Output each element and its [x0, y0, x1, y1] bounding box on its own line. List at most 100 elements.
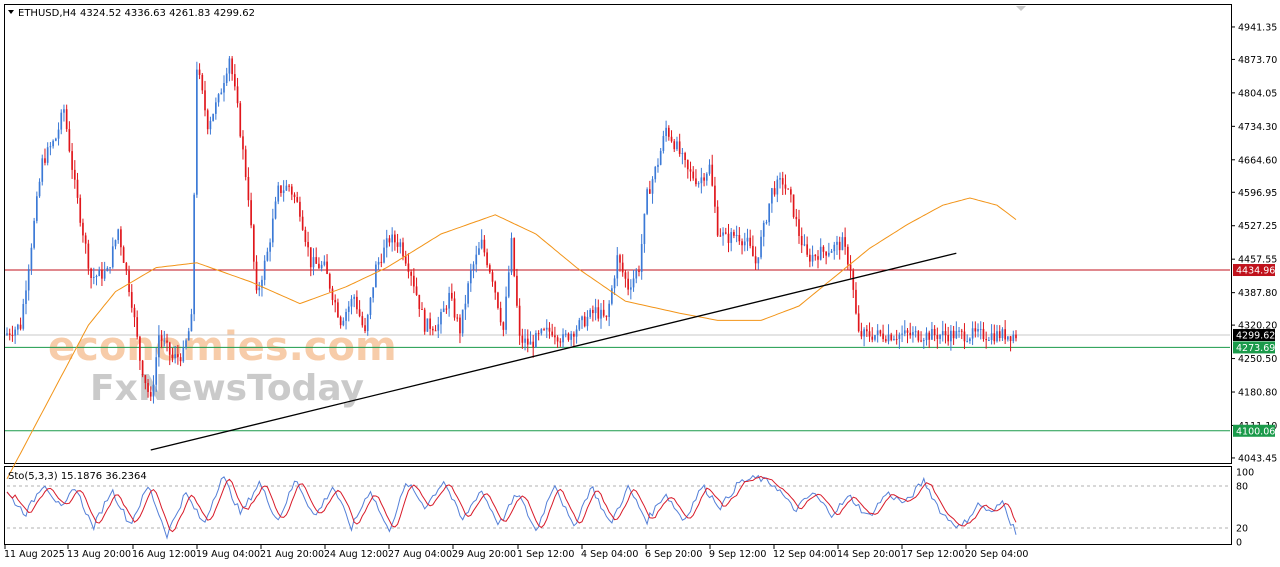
bear-candle [928, 332, 931, 340]
bear-candle [402, 242, 404, 257]
bear-candle [684, 153, 686, 161]
bull-candle [41, 158, 44, 182]
bull-candle [914, 331, 917, 333]
bear-candle [315, 257, 318, 264]
bear-candle [838, 241, 841, 251]
bear-candle [171, 354, 174, 359]
bull-candle [437, 324, 440, 331]
support-lower-tag-label: 4100.06 [1236, 426, 1275, 437]
bear-candle [993, 333, 996, 342]
bull-candle [152, 384, 155, 397]
scroll-marker-icon[interactable] [1016, 6, 1026, 11]
bull-candle [57, 129, 60, 139]
bear-candle [855, 289, 857, 314]
bear-candle [334, 299, 337, 303]
bear-candle [673, 141, 676, 150]
price-tick-label: 4664.60 [1238, 155, 1277, 166]
bear-candle [206, 110, 209, 130]
bear-candle [73, 169, 76, 180]
bull-candle [505, 296, 507, 330]
bull-candle [25, 290, 27, 304]
bear-candle [404, 256, 407, 264]
bear-candle [244, 149, 247, 178]
bear-candle [8, 333, 11, 336]
bull-candle [480, 239, 483, 249]
bear-candle [239, 103, 242, 137]
level-tags: 4434.96 4273.69 4100.06 4299.62 [1233, 264, 1275, 437]
bull-candle [163, 340, 166, 342]
bear-candle [619, 255, 621, 263]
bull-candle [271, 218, 274, 243]
bear-candle [494, 281, 497, 293]
bear-candle [429, 318, 431, 329]
bear-candle [624, 272, 627, 279]
bear-candle [488, 265, 491, 273]
bear-candle [825, 251, 827, 256]
bull-candle [765, 222, 768, 224]
bull-candle [977, 329, 979, 332]
bull-candle [841, 237, 844, 251]
bull-candle [836, 241, 838, 245]
bull-candle [448, 292, 450, 309]
bull-candle [54, 138, 57, 141]
bear-candle [242, 136, 244, 150]
bull-candle [762, 222, 765, 237]
bear-candle [602, 309, 605, 316]
price-tick-label: 4527.25 [1238, 221, 1277, 232]
price-tick-label: 4734.30 [1238, 122, 1277, 133]
bear-candle [301, 216, 304, 230]
bear-candle [670, 136, 673, 142]
bull-candle [578, 320, 581, 330]
bear-candle [304, 229, 307, 242]
bear-candle [413, 275, 415, 287]
bull-candle [282, 190, 285, 194]
bull-candle [190, 314, 193, 332]
bull-candle [988, 340, 990, 342]
bull-candle [893, 338, 895, 341]
bear-candle [567, 333, 570, 340]
support-tag [1233, 341, 1275, 354]
bear-candle [890, 334, 893, 341]
bull-candle [564, 333, 567, 335]
time-tick-label: 9 Sep 12:00 [709, 549, 766, 560]
bear-candle [456, 317, 459, 319]
bull-candle [651, 179, 654, 194]
bear-candle [714, 185, 716, 207]
price-tick-label: 4873.70 [1238, 55, 1277, 66]
bear-candle [453, 298, 456, 318]
bear-candle [952, 330, 955, 339]
bear-candle [754, 256, 757, 264]
bull-candle [369, 297, 372, 315]
bear-candle [141, 360, 144, 376]
time-tick-label: 20 Sep 04:00 [965, 549, 1028, 560]
bear-candle [299, 201, 301, 217]
bear-candle [592, 309, 594, 314]
bull-candle [391, 234, 393, 243]
bull-candle [901, 333, 903, 335]
dropdown-triangle-icon[interactable] [8, 10, 14, 14]
bull-candle [996, 331, 998, 342]
bear-candle [692, 171, 695, 179]
bear-candle [798, 219, 800, 237]
bear-candle [499, 307, 502, 323]
bull-candle [366, 314, 369, 332]
bear-candle [543, 329, 545, 331]
bear-candle [638, 270, 640, 273]
bull-candle [6, 333, 8, 335]
bear-candle [806, 244, 808, 255]
bull-candle [507, 272, 510, 297]
bull-candle [931, 328, 933, 340]
bull-candle [535, 333, 537, 348]
bear-candle [421, 309, 423, 311]
bull-candle [757, 257, 760, 264]
bull-candle [646, 189, 648, 214]
bull-candle [478, 248, 480, 255]
bear-candle [724, 232, 727, 234]
bear-candle [998, 331, 1001, 339]
bear-candle [125, 262, 128, 271]
price-tick-label: 4320.20 [1238, 321, 1277, 332]
symbol-label: ETHUSD,H4 [18, 8, 76, 19]
bull-candle [220, 92, 223, 95]
bull-candle [385, 238, 388, 248]
bull-candle [828, 252, 830, 256]
